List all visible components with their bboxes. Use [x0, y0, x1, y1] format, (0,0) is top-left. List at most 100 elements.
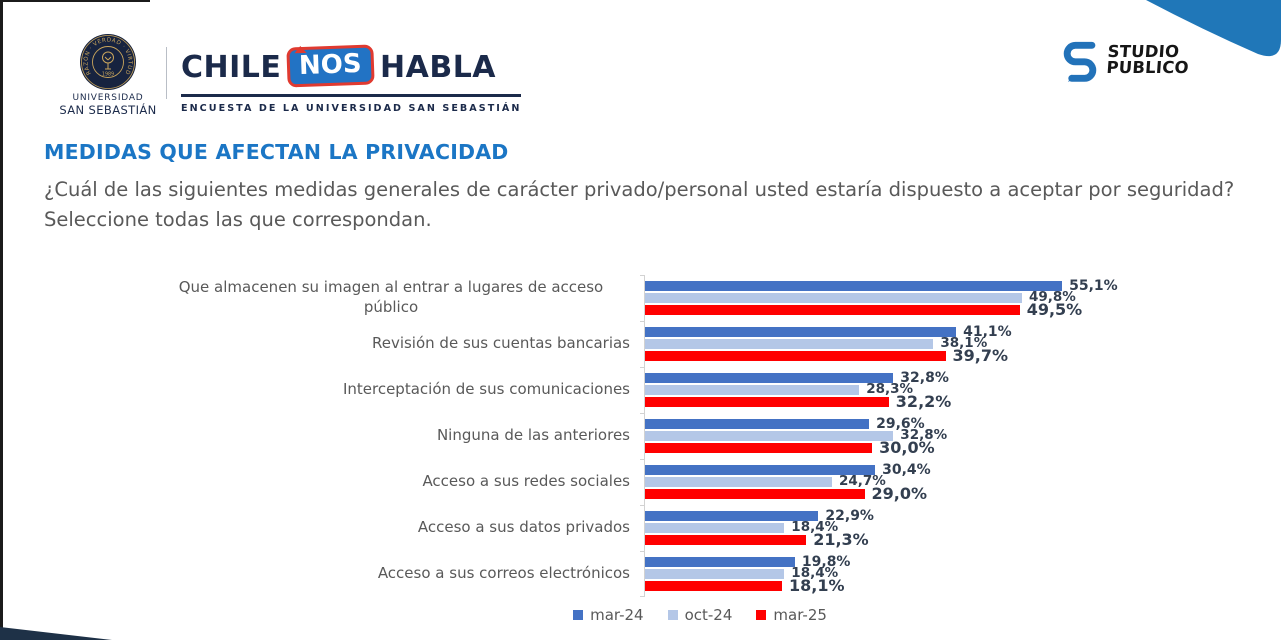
bar-oct-24	[645, 293, 1022, 303]
bar-line-mar-24: 19,8%	[645, 554, 1232, 570]
chart-row: Acceso a sus datos privados 22,9% 18,4% 21,…	[52, 505, 1232, 551]
category-label: Acceso a sus datos privados	[417, 518, 630, 537]
bar-mar-24	[645, 373, 894, 383]
bar-line-mar-24: 22,9%	[645, 508, 1232, 524]
bar-mar-24	[645, 557, 795, 567]
header: RAZÓN · VERDAD · VIRTUD 1989 UNIVERSIDAD…	[0, 0, 1281, 130]
bar-value-mar-25: 29,0%	[871, 484, 928, 503]
category-bars: 29,6% 32,8% 30,0%	[640, 413, 1232, 459]
bar-mar-25	[645, 489, 865, 499]
category-bars: 19,8% 18,4% 18,1%	[640, 551, 1232, 597]
category-label: Interceptación de sus comunicaciones	[342, 380, 630, 399]
legend-label: mar-25	[773, 606, 827, 624]
bar-oct-24	[645, 569, 785, 579]
legend-swatch-oct-24	[667, 610, 678, 620]
bar-value-oct-24: 18,4%	[791, 565, 839, 582]
chart-row: Que almacenen su imagen al entrar a luga…	[52, 275, 1232, 321]
legend-item-oct-24: oct-24	[667, 606, 733, 624]
chart-row: Acceso a sus redes sociales 30,4% 24,7% 29,…	[52, 459, 1232, 505]
bar-mar-24	[645, 281, 1063, 291]
slide-top-edge	[0, 0, 150, 2]
bar-line-mar-24: 32,8%	[645, 370, 1232, 386]
category-bars: 32,8% 28,3% 32,2%	[640, 367, 1232, 413]
chart-row: Revisión de sus cuentas bancarias 41,1% 38…	[52, 321, 1232, 367]
legend-item-mar-25: mar-25	[756, 606, 827, 624]
bar-value-mar-24: 55,1%	[1069, 278, 1118, 294]
bar-value-mar-25: 32,2%	[895, 392, 952, 411]
bar-line-mar-24: 41,1%	[645, 324, 1232, 340]
bar-value-mar-24: 22,9%	[825, 508, 874, 524]
bar-mar-25	[645, 305, 1020, 315]
legend-swatch-mar-25	[756, 610, 767, 620]
bar-mar-24	[645, 419, 870, 429]
logo-divider	[166, 47, 167, 99]
bar-value-mar-24: 32,8%	[900, 370, 949, 386]
bar-oct-24	[645, 431, 894, 441]
bar-chart: Que almacenen su imagen al entrar a luga…	[52, 275, 1232, 597]
bar-value-mar-25: 30,0%	[879, 438, 935, 457]
category-bars: 55,1% 49,8% 49,5%	[640, 275, 1232, 321]
bar-line-mar-25: 29,0%	[645, 484, 1232, 503]
chile-nos-habla-logo: CHILE NOS HABLA ENCUESTA DE LA UNIVERSID…	[181, 44, 522, 114]
bar-value-mar-25: 39,7%	[952, 346, 1009, 365]
seal-year: 1989	[102, 72, 114, 78]
bar-line-mar-25: 21,3%	[645, 532, 1232, 548]
logo-word-habla: HABLA	[380, 49, 497, 85]
bar-line-mar-25: 32,2%	[645, 392, 1232, 411]
bar-mar-25	[645, 397, 889, 407]
slide-left-border	[0, 0, 3, 640]
chart-row: Acceso a sus correos electrónicos 19,8% 18…	[52, 551, 1232, 597]
uss-seal-icon: RAZÓN · VERDAD · VIRTUD 1989	[80, 34, 136, 90]
bar-line-mar-25: 39,7%	[645, 346, 1232, 365]
legend-label: mar-24	[590, 606, 644, 624]
bar-value-mar-25: 49,5%	[1026, 300, 1083, 319]
legend-swatch-mar-24	[573, 610, 584, 620]
chart-row: Interceptación de sus comunicaciones 32,8…	[52, 367, 1232, 413]
bar-line-oct-24: 18,4%	[645, 519, 1232, 536]
bar-line-oct-24: 24,7%	[645, 473, 1232, 490]
bar-mar-25	[645, 351, 946, 361]
bar-mar-25	[645, 535, 807, 545]
page-title: MEDIDAS QUE AFECTAN LA PRIVACIDAD	[44, 140, 509, 164]
bar-line-mar-24: 55,1%	[645, 278, 1232, 294]
bar-oct-24	[645, 385, 860, 395]
bar-value-mar-25: 18,1%	[789, 576, 845, 595]
category-label: Acceso a sus correos electrónicos	[377, 564, 630, 583]
uss-logo: RAZÓN · VERDAD · VIRTUD 1989 UNIVERSIDAD…	[52, 33, 164, 117]
bar-value-mar-24: 30,4%	[882, 462, 931, 478]
bar-value-mar-24: 19,8%	[801, 554, 851, 570]
legend-label: oct-24	[684, 606, 733, 624]
bar-value-oct-24: 38,1%	[940, 335, 988, 352]
bar-line-mar-25: 49,5%	[645, 300, 1232, 319]
bar-line-oct-24: 28,3%	[645, 381, 1232, 398]
bar-value-oct-24: 24,7%	[839, 473, 886, 490]
category-label: Que almacenen su imagen al entrar a luga…	[178, 278, 604, 316]
bar-oct-24	[645, 523, 785, 533]
category-bars: 30,4% 24,7% 29,0%	[640, 459, 1232, 505]
category-label: Acceso a sus redes sociales	[422, 472, 630, 491]
bar-line-oct-24: 32,8%	[645, 429, 1232, 442]
bar-value-mar-24: 41,1%	[963, 324, 1012, 340]
studio-publico-text: STUDIO PUBLICO	[1105, 42, 1191, 77]
studio-line2: PUBLICO	[1105, 58, 1190, 77]
category-bars: 22,9% 18,4% 21,3%	[640, 505, 1232, 551]
uss-name: UNIVERSIDAD SAN SEBASTIÁN	[52, 93, 164, 117]
corner-accent-shape	[1146, 0, 1281, 57]
logo-tagline: ENCUESTA DE LA UNIVERSIDAD SAN SEBASTIÁN	[181, 102, 522, 114]
bar-oct-24	[645, 477, 832, 487]
category-label: Ninguna de las anteriores	[436, 426, 630, 445]
studio-publico-icon	[1063, 41, 1097, 82]
chile-nos-habla-wordmark: CHILE NOS HABLA	[181, 44, 521, 88]
bar-value-oct-24: 28,3%	[866, 381, 914, 398]
bar-value-mar-24: 29,6%	[876, 416, 925, 432]
bar-line-oct-24: 18,4%	[645, 565, 1232, 582]
bar-line-mar-24: 30,4%	[645, 462, 1232, 478]
bar-mar-24	[645, 327, 957, 337]
bar-value-oct-24: 18,4%	[791, 519, 839, 536]
bar-line-oct-24: 49,8%	[645, 291, 1232, 304]
logo-underline	[181, 94, 522, 97]
bar-line-mar-24: 29,6%	[645, 416, 1232, 432]
seal-tree-icon	[102, 51, 114, 70]
bar-mar-25	[645, 443, 873, 453]
bar-oct-24	[645, 339, 934, 349]
